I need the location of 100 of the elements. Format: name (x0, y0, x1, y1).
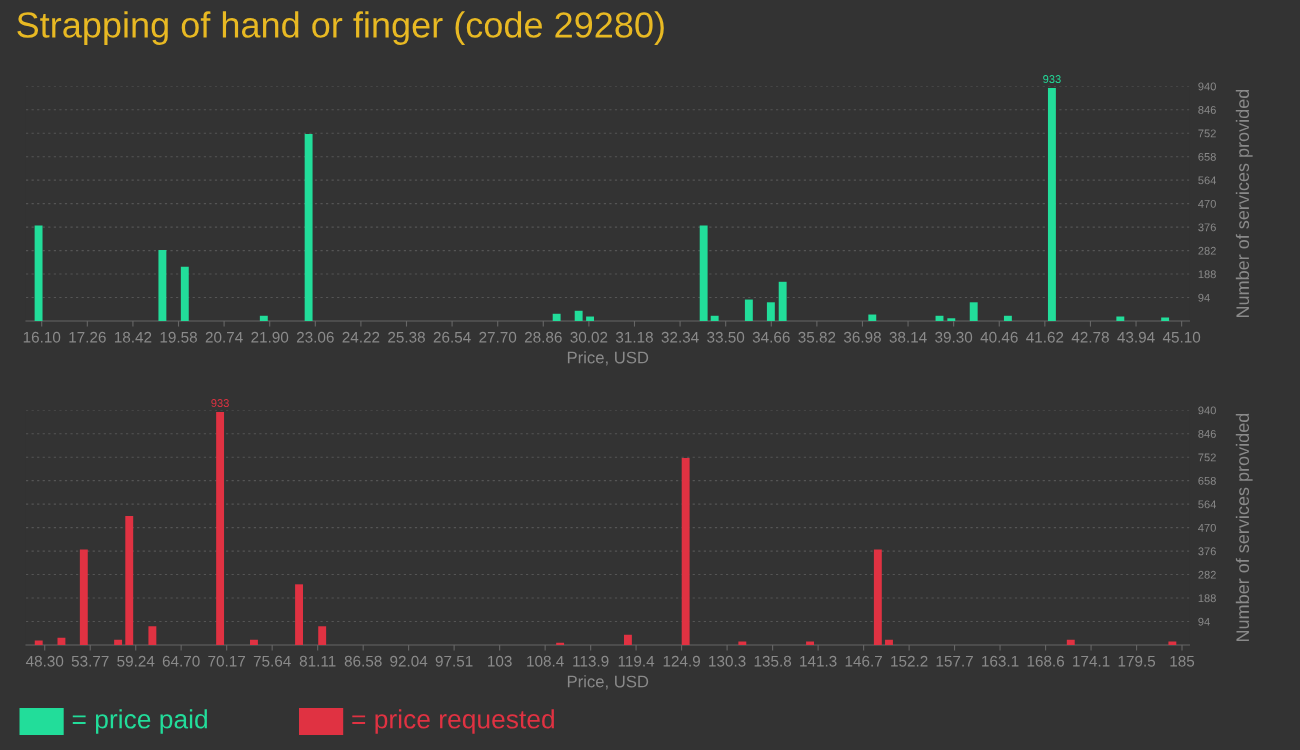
bar (1066, 639, 1075, 645)
x-tick-label: 26.54 (433, 331, 471, 343)
bar (1047, 88, 1056, 322)
x-tick-label: 19.58 (160, 331, 197, 343)
x-tick-label: 21.90 (251, 331, 289, 343)
x-tick-label: 157.7 (936, 655, 973, 667)
x-tick-label: 141.3 (800, 655, 837, 667)
bar (158, 250, 167, 322)
x-tick-label: 35.82 (798, 331, 836, 343)
x-tick-label: 92.04 (390, 655, 428, 667)
y-axis-title: Number of services provided (1235, 89, 1253, 318)
x-tick-label: 27.70 (479, 331, 517, 343)
x-tick-label: 185 (1170, 655, 1195, 667)
x-tick-label: 32.34 (661, 331, 699, 343)
legend-label: = price paid (72, 709, 207, 734)
bar (34, 225, 43, 322)
x-tick-label: 25.38 (388, 331, 425, 343)
bar (79, 549, 88, 645)
x-tick-label: 39.30 (935, 331, 973, 343)
y-tick-label: 94 (1198, 293, 1210, 302)
bar (114, 639, 123, 645)
x-tick-label: 130.3 (709, 655, 746, 667)
x-axis-title: Price, USD (567, 675, 649, 690)
x-tick-label: 24.22 (342, 331, 380, 343)
x-tick-label: 70.17 (208, 655, 246, 667)
x-tick-label: 20.74 (205, 331, 243, 343)
x-tick-label: 38.14 (889, 331, 927, 343)
y-axis-title: Number of services provided (1235, 413, 1253, 642)
x-tick-label: 174.1 (1073, 655, 1110, 667)
bar (873, 549, 882, 645)
x-tick-label: 113.9 (573, 655, 609, 667)
bar (574, 310, 583, 322)
y-tick-label: 470 (1198, 199, 1216, 208)
data-label: 933 (1043, 75, 1061, 83)
x-tick-label: 163.1 (982, 655, 1019, 667)
y-tick-label: 188 (1198, 270, 1216, 279)
x-tick-label: 48.30 (25, 655, 64, 667)
x-tick-label: 146.7 (845, 655, 882, 667)
y-tick-label: 940 (1198, 406, 1216, 415)
x-tick-label: 42.78 (1071, 331, 1109, 343)
x-tick-label: 40.46 (980, 331, 1018, 343)
bar (868, 314, 877, 322)
bar (947, 318, 956, 322)
x-tick-label: 168.6 (1027, 655, 1065, 667)
bar (744, 299, 753, 322)
bar (57, 637, 66, 645)
bar (552, 313, 561, 322)
x-tick-label: 30.02 (570, 331, 608, 343)
y-tick-label: 470 (1198, 523, 1216, 532)
y-tick-label: 846 (1198, 105, 1216, 114)
x-tick-label: 16.10 (23, 331, 61, 343)
x-tick-label: 45.10 (1162, 331, 1201, 343)
y-tick-label: 752 (1198, 453, 1216, 462)
legend-label: = price requested (352, 709, 554, 734)
x-tick-label: 86.58 (344, 655, 382, 667)
x-tick-label: 179.5 (1118, 655, 1156, 667)
bar (295, 584, 304, 645)
bar (318, 626, 327, 645)
y-tick-label: 564 (1198, 176, 1217, 185)
bar (259, 315, 268, 322)
x-tick-label: 43.94 (1117, 331, 1155, 343)
bar (148, 626, 157, 645)
data-label: 933 (211, 399, 229, 407)
y-tick-label: 658 (1198, 476, 1216, 485)
y-tick-label: 376 (1198, 223, 1216, 232)
bar (710, 315, 719, 322)
bar (180, 266, 189, 322)
y-tick-label: 846 (1198, 429, 1216, 438)
x-tick-label: 36.98 (843, 331, 881, 343)
chart-title: Strapping of hand or finger (code 29280) (17, 11, 664, 45)
x-tick-label: 59.24 (117, 655, 155, 667)
bar (681, 457, 690, 645)
y-tick-label: 376 (1198, 547, 1216, 556)
bar (623, 634, 632, 645)
bar (699, 225, 708, 322)
bar (304, 133, 313, 322)
x-tick-label: 103 (488, 655, 512, 667)
y-tick-label: 564 (1198, 500, 1217, 509)
x-tick-label: 28.86 (524, 331, 562, 343)
x-tick-label: 75.64 (253, 655, 291, 667)
x-tick-label: 135.8 (754, 655, 792, 667)
y-tick-label: 282 (1198, 570, 1216, 579)
x-tick-label: 108.4 (527, 655, 564, 667)
bar (125, 515, 134, 645)
x-tick-label: 97.51 (435, 655, 473, 667)
bar (778, 281, 787, 322)
x-axis-title: Price, USD (567, 351, 649, 366)
y-tick-label: 282 (1198, 246, 1216, 255)
y-tick-label: 940 (1198, 82, 1216, 91)
y-tick-label: 752 (1198, 129, 1216, 138)
y-tick-label: 94 (1198, 617, 1210, 626)
x-tick-label: 64.70 (162, 655, 200, 667)
x-tick-label: 81.11 (299, 655, 336, 667)
bar (250, 639, 258, 645)
x-tick-label: 53.77 (71, 655, 109, 667)
x-tick-label: 34.66 (752, 331, 790, 343)
y-tick-label: 188 (1198, 594, 1216, 603)
x-tick-label: 31.18 (615, 331, 653, 343)
x-tick-label: 23.06 (296, 331, 334, 343)
x-tick-label: 41.62 (1026, 331, 1064, 343)
